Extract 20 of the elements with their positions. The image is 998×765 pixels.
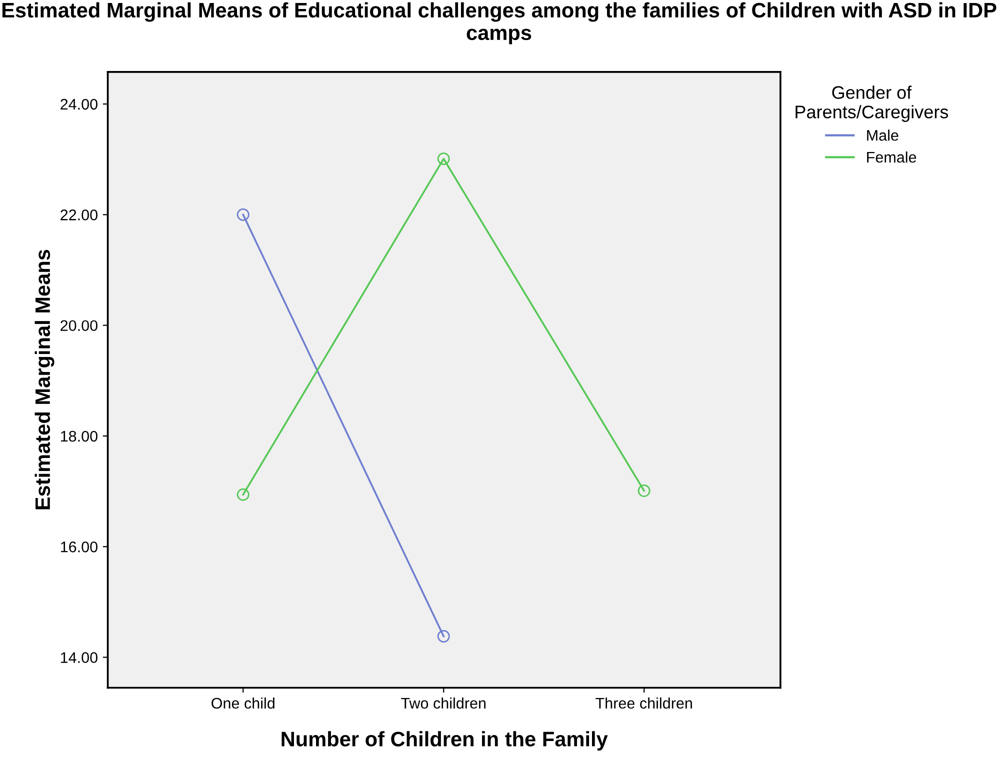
legend-label: Male xyxy=(867,130,898,141)
y-axis-title: Estimated Marginal Means xyxy=(34,250,54,510)
x-axis-title: Number of Children in the Family xyxy=(282,731,608,751)
point xyxy=(437,152,450,166)
y-tick-label: 14.00 xyxy=(61,652,98,663)
y-tick-label: 24.00 xyxy=(60,98,98,110)
point xyxy=(638,484,650,498)
y-tick-label: 20.00 xyxy=(60,320,98,332)
point xyxy=(236,208,250,221)
y-tick-label: 16.00 xyxy=(61,542,98,552)
legend-label: Female xyxy=(867,151,916,163)
chart-title: Estimated Marginal Means of Educational challenges among the families of Children with ASD in IDP camps xyxy=(2,2,996,44)
point xyxy=(236,488,250,501)
x-tick-label: Two children xyxy=(401,697,486,709)
x-tick-label: One child xyxy=(212,697,274,709)
y-tick-label: 18.00 xyxy=(61,430,98,442)
x-tick-label: Three children xyxy=(596,697,692,709)
legend-title: Gender of Parents/Caregivers xyxy=(796,86,948,122)
y-tick-label: 22.00 xyxy=(60,210,98,220)
point xyxy=(437,630,450,643)
